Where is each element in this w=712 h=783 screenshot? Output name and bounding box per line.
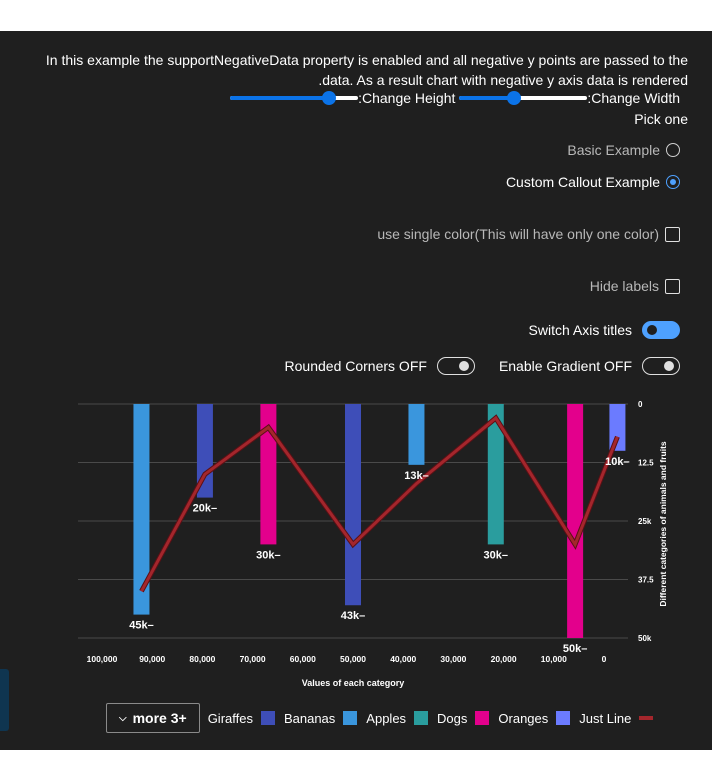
radio-custom-label: Custom Callout Example	[505, 174, 660, 190]
x-tick-label: 40,000	[390, 654, 416, 664]
x-tick-label: 80,000	[189, 654, 215, 664]
bar[interactable]	[260, 404, 277, 545]
legend-swatch	[556, 711, 571, 725]
single-color-label: use single color(This will have only one…	[377, 226, 659, 242]
x-tick-label: 70,000	[240, 654, 266, 664]
x-tick-label: 50,000	[340, 654, 366, 664]
y-tick-label: 0	[638, 400, 643, 409]
bar[interactable]	[567, 404, 584, 638]
legend-items: Giraffes Bananas Apples Dogs Oranges Just Lin…	[208, 711, 663, 726]
bar-label: 45k–	[129, 620, 153, 632]
gradient-label: Enable Gradient OFF	[498, 358, 632, 374]
x-tick-label: 20,000	[491, 654, 517, 664]
x-tick-label: 0	[602, 654, 607, 664]
legend-swatch	[639, 716, 654, 720]
x-axis-title: Values of each category	[302, 678, 405, 688]
height-slider-label: :Change Height	[358, 90, 456, 106]
gradient-toggle[interactable]	[642, 357, 680, 375]
more-legend-button[interactable]: ⌵ more 3+	[106, 703, 200, 733]
chevron-down-icon: ⌵	[119, 712, 127, 724]
slider-row: :Change Height :Change Width	[230, 90, 680, 106]
bar[interactable]	[609, 404, 626, 451]
legend-item[interactable]: Apples	[366, 710, 429, 726]
width-slider[interactable]	[459, 90, 588, 106]
legend-item[interactable]: Just Line	[579, 710, 654, 726]
single-color-option[interactable]: use single color(This will have only one…	[377, 226, 680, 242]
x-tick-label: 100,000	[87, 654, 118, 664]
y-axis-title: Different categories of animals and frui…	[658, 441, 668, 607]
single-color-checkbox[interactable]	[665, 226, 680, 242]
y-tick-label: 50k	[638, 634, 652, 643]
side-tab[interactable]	[0, 669, 9, 731]
width-slider-thumb[interactable]	[507, 91, 522, 105]
x-tick-label: 10,000	[541, 654, 567, 664]
bar[interactable]	[487, 404, 504, 545]
height-slider-thumb[interactable]	[321, 91, 336, 105]
radio-basic[interactable]: Basic Example	[567, 142, 680, 158]
x-tick-label: 90,000	[139, 654, 165, 664]
rounded-corners-toggle[interactable]	[436, 357, 475, 375]
bar-label: 30k–	[484, 549, 508, 561]
more-legend-label: more 3+	[132, 710, 187, 726]
legend-swatch	[260, 711, 275, 725]
legend-item[interactable]: Dogs	[437, 710, 490, 726]
bar-label: 10k–	[605, 456, 629, 468]
hide-labels-option[interactable]: Hide labels	[590, 278, 680, 294]
switch-axis-label: Switch Axis titles	[528, 322, 632, 338]
y-tick-label: 37.5	[638, 576, 654, 585]
legend-label: Oranges	[498, 710, 549, 726]
bar-label: 13k–	[404, 470, 428, 482]
pick-one-label: Pick one	[634, 111, 688, 127]
legend-item[interactable]: Giraffes	[208, 711, 275, 726]
description-text: In this example the supportNegativeData …	[45, 52, 688, 88]
legend-label: Giraffes	[207, 710, 253, 726]
radio-custom[interactable]: Custom Callout Example	[506, 174, 680, 190]
legend-swatch	[475, 711, 490, 725]
width-slider-label: :Change Width	[587, 90, 680, 106]
x-tick-label: 60,000	[290, 654, 316, 664]
height-slider[interactable]	[230, 90, 359, 106]
legend-label: Just Line	[579, 710, 632, 726]
chart-panel	[0, 31, 712, 750]
axis-ticks: 0 12.5 25k 37.5 50k 100,000 90,000 80,000 70,000…	[87, 400, 654, 664]
legend-swatch	[343, 711, 358, 725]
switch-axis-toggle[interactable]	[642, 321, 680, 339]
y-tick-label: 25k	[638, 517, 652, 526]
bar[interactable]	[345, 404, 361, 606]
bars	[133, 404, 626, 638]
y-tick-label: 12.5	[638, 459, 654, 468]
legend-label: Apples	[366, 710, 407, 726]
legend: ⌵ more 3+ Giraffes Bananas Apples Dogs Orang…	[106, 702, 662, 734]
legend-label: Dogs	[437, 710, 468, 726]
hide-labels-checkbox[interactable]	[665, 278, 680, 294]
bar-label: 30k–	[256, 549, 280, 561]
legend-item[interactable]: Bananas	[283, 710, 358, 726]
hide-labels-label: Hide labels	[589, 278, 659, 294]
radio-basic-circle[interactable]	[666, 143, 680, 157]
bar-labels: 45k– 20k– 30k– 43k– 13k– 30k– 50k– 10k–	[129, 456, 629, 655]
line-path[interactable]	[140, 415, 619, 592]
switch-axis-option[interactable]: Switch Axis titles	[529, 321, 680, 339]
legend-swatch	[414, 711, 429, 725]
radio-custom-circle[interactable]	[666, 175, 680, 189]
bar[interactable]	[133, 404, 150, 615]
toggle-row: Rounded Corners OFF Enable Gradient OFF	[285, 357, 680, 375]
legend-label: Bananas	[283, 710, 336, 726]
rounded-corners-label: Rounded Corners OFF	[284, 358, 427, 374]
radio-basic-label: Basic Example	[567, 142, 660, 158]
line-series	[139, 414, 620, 593]
bar[interactable]	[408, 404, 425, 465]
bar-label: 43k–	[341, 610, 365, 622]
bar-label: 20k–	[193, 503, 217, 515]
bar-label: 50k–	[563, 643, 587, 655]
legend-item[interactable]: Oranges	[498, 710, 571, 726]
x-tick-label: 30,000	[440, 654, 466, 664]
